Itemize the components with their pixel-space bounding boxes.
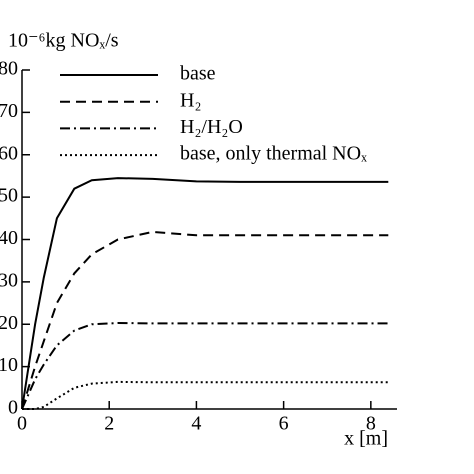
y-tick-label: 50 xyxy=(0,185,18,207)
series-line xyxy=(21,321,389,410)
series-line xyxy=(21,230,389,410)
series-line xyxy=(22,380,389,410)
y-tick-label: 60 xyxy=(0,142,18,164)
y-tick-label: 0 xyxy=(8,397,18,419)
x-tick-label: 2 xyxy=(104,413,114,435)
y-tick-label: 10 xyxy=(0,354,18,376)
series-line xyxy=(21,177,389,410)
y-tick-label: 80 xyxy=(0,58,18,80)
y-tick-label: 40 xyxy=(0,227,18,249)
y-axis-label: 10⁻⁶kg NOₓ/s xyxy=(8,30,119,52)
x-tick-label: 8 xyxy=(366,413,376,435)
y-tick-label: 70 xyxy=(0,100,18,122)
x-axis-label: x [m] xyxy=(344,428,388,450)
x-tick-label: 4 xyxy=(191,413,201,435)
y-tick-label: 20 xyxy=(0,312,18,334)
legend-label: base xyxy=(180,63,216,85)
y-tick-label: 30 xyxy=(0,269,18,291)
x-tick-label: 0 xyxy=(17,413,27,435)
legend-label: base, only thermal NOₓ xyxy=(180,143,367,165)
legend-label: H₂/H₂O xyxy=(180,116,243,138)
x-tick-label: 6 xyxy=(279,413,289,435)
legend-label: H₂ xyxy=(180,89,201,111)
